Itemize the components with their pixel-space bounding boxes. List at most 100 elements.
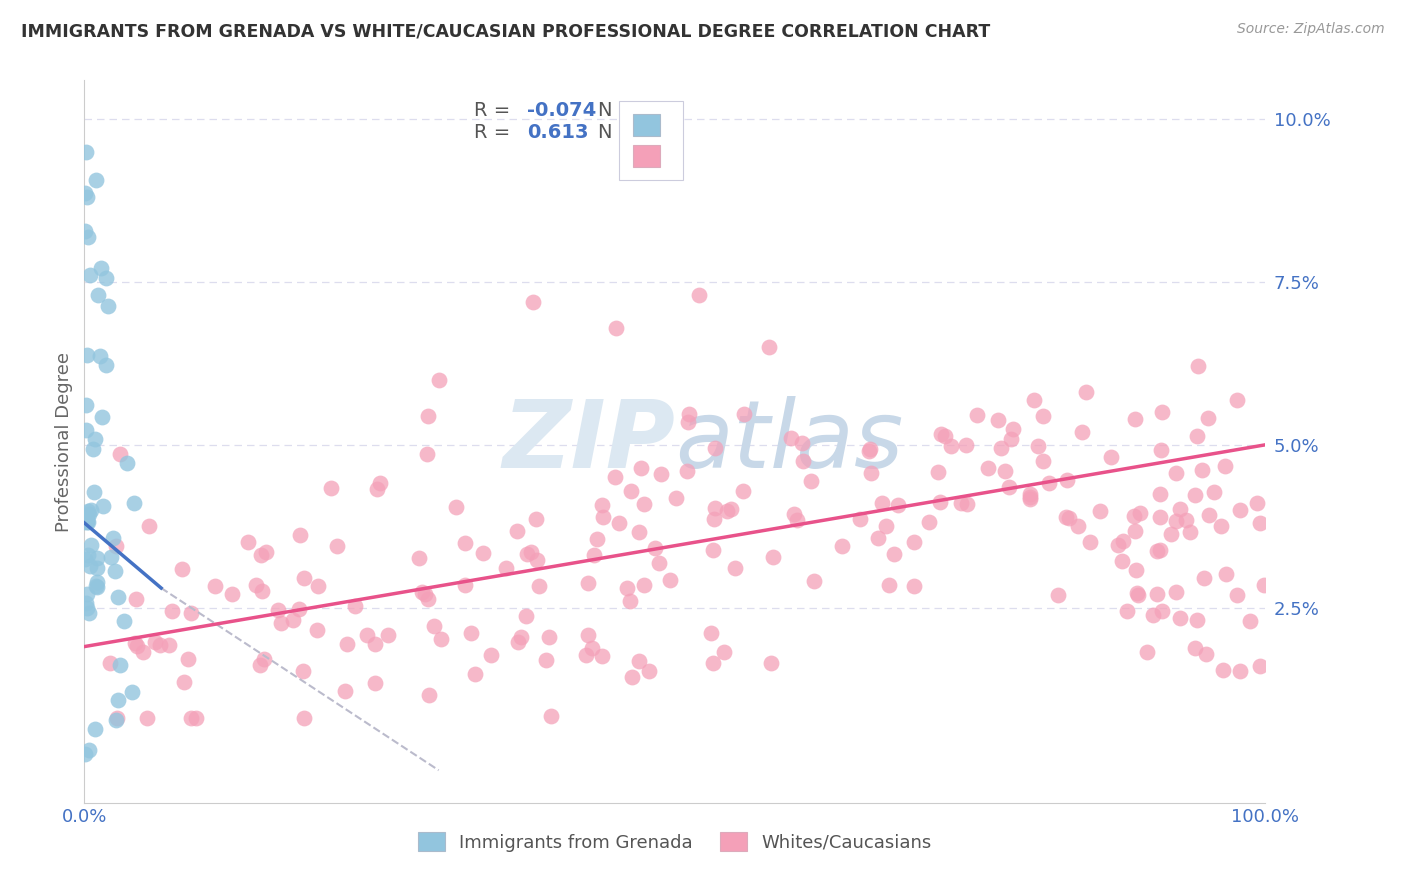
Text: 0.613: 0.613 xyxy=(527,123,589,142)
Point xyxy=(522,294,544,309)
Point xyxy=(76,601,98,615)
Point xyxy=(79,507,101,521)
Point xyxy=(319,482,342,496)
Point xyxy=(1198,508,1220,522)
Point xyxy=(1164,467,1187,481)
Point xyxy=(1019,492,1042,507)
Point xyxy=(107,693,129,707)
Point xyxy=(415,587,437,601)
Point xyxy=(86,561,108,575)
Point xyxy=(98,656,121,670)
Point xyxy=(1123,412,1146,426)
Point xyxy=(700,626,723,640)
Point xyxy=(307,579,329,593)
Point xyxy=(1107,538,1129,552)
Point xyxy=(524,512,547,526)
Point xyxy=(416,591,439,606)
Point xyxy=(94,271,117,285)
Point xyxy=(82,442,104,456)
Point xyxy=(620,483,643,498)
Point xyxy=(605,470,627,484)
Point xyxy=(1197,411,1219,425)
Point xyxy=(619,594,641,608)
Point xyxy=(803,574,825,588)
Point xyxy=(505,524,527,539)
Point xyxy=(520,545,543,559)
Point xyxy=(77,504,100,518)
Point xyxy=(859,466,882,480)
Y-axis label: Professional Degree: Professional Degree xyxy=(55,351,73,532)
Text: N =: N = xyxy=(598,101,641,120)
Point xyxy=(159,638,181,652)
Point xyxy=(180,711,202,725)
Point xyxy=(1195,647,1218,661)
Point xyxy=(343,599,366,614)
Point xyxy=(994,464,1017,478)
Point xyxy=(1212,663,1234,677)
Text: 200: 200 xyxy=(630,123,671,142)
Point xyxy=(366,482,388,496)
Point xyxy=(1178,524,1201,539)
Point xyxy=(758,340,780,354)
Point xyxy=(84,172,107,186)
Point xyxy=(831,539,853,553)
Point xyxy=(1125,563,1147,577)
Point xyxy=(1184,641,1206,656)
Point xyxy=(204,579,226,593)
Point xyxy=(713,645,735,659)
Point xyxy=(125,639,148,653)
Point xyxy=(576,576,599,591)
Point xyxy=(80,503,103,517)
Point xyxy=(1032,454,1054,468)
Point xyxy=(1019,490,1042,504)
Point xyxy=(537,630,560,644)
Point xyxy=(112,615,135,629)
Point xyxy=(515,608,537,623)
Point xyxy=(1002,422,1025,436)
Point xyxy=(849,512,872,526)
Point xyxy=(83,722,105,736)
Point xyxy=(101,531,124,545)
Point xyxy=(515,547,537,561)
Point xyxy=(83,485,105,500)
Point xyxy=(79,558,101,573)
Point xyxy=(76,348,98,362)
Point xyxy=(1123,524,1146,539)
Point xyxy=(1000,432,1022,446)
Point xyxy=(540,709,562,723)
Point xyxy=(1253,578,1275,592)
Point xyxy=(96,358,118,372)
Point xyxy=(1150,443,1173,458)
Point xyxy=(77,515,100,529)
Point xyxy=(76,548,98,562)
Point xyxy=(1024,393,1046,408)
Point xyxy=(1126,586,1149,600)
Point xyxy=(628,654,651,668)
Point xyxy=(939,439,962,453)
Point xyxy=(356,628,378,642)
Point xyxy=(1026,439,1049,453)
Point xyxy=(1185,613,1208,627)
Point xyxy=(76,190,98,204)
Point xyxy=(1056,473,1078,487)
Point xyxy=(464,666,486,681)
Point xyxy=(136,711,159,725)
Point xyxy=(877,578,900,592)
Point xyxy=(86,581,108,595)
Point xyxy=(107,711,129,725)
Point xyxy=(638,664,661,678)
Point xyxy=(633,577,655,591)
Point xyxy=(1112,533,1135,548)
Point xyxy=(704,441,727,455)
Point xyxy=(875,519,897,533)
Point xyxy=(1187,359,1209,373)
Point xyxy=(1226,393,1249,408)
Point xyxy=(1164,514,1187,528)
Point xyxy=(759,656,782,670)
Point xyxy=(950,496,973,510)
Point xyxy=(177,652,200,666)
Point xyxy=(73,551,96,566)
Point xyxy=(607,516,630,531)
Point xyxy=(495,561,517,575)
Point xyxy=(180,607,202,621)
